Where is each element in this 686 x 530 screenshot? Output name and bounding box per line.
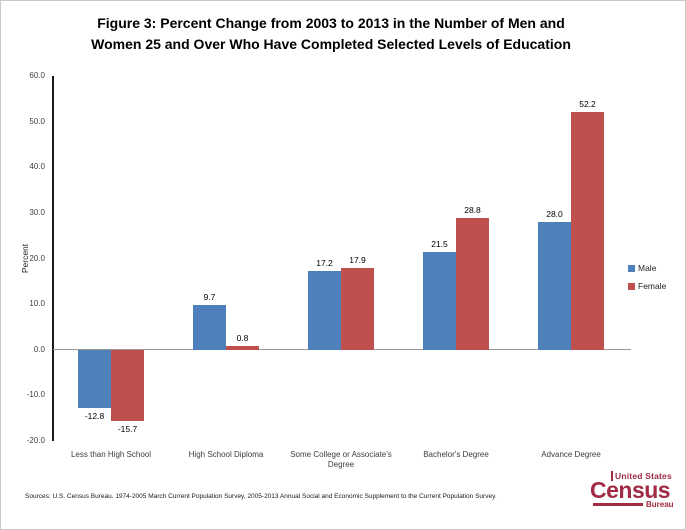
logo-top-row: United States	[611, 471, 680, 481]
female-bar	[341, 268, 374, 350]
male-bar	[308, 271, 341, 350]
logo-horizontal-bar-icon	[593, 503, 643, 506]
female-bar	[226, 346, 259, 350]
y-axis-tick-label: 0.0	[33, 344, 45, 354]
x-axis-category-label: High School Diploma	[188, 450, 264, 459]
legend-item-male: Male	[628, 264, 666, 273]
bar-value-label: 0.8	[236, 333, 249, 344]
legend-swatch-icon	[628, 265, 635, 272]
y-axis-tick-label: -20.0	[26, 436, 45, 445]
y-axis-tick-label: 20.0	[29, 253, 45, 263]
male-bar	[78, 349, 111, 409]
male-bar	[538, 222, 571, 350]
y-axis-tick-label: 30.0	[29, 207, 45, 217]
female-bar	[456, 218, 489, 350]
y-axis-tick-label: 60.0	[29, 71, 45, 80]
logo-bottom-row: Bureau	[593, 500, 680, 509]
chart-legend: Male Female	[628, 264, 666, 300]
male-bar	[193, 305, 226, 350]
logo-bureau-text: Bureau	[646, 500, 674, 509]
bar-value-label: -12.8	[84, 411, 105, 422]
legend-label: Male	[638, 263, 657, 273]
y-axis-tick-label: 50.0	[29, 116, 45, 126]
y-axis-title: Percent	[20, 243, 30, 274]
female-bar	[571, 111, 604, 350]
logo-census-text: Census	[590, 477, 671, 503]
zero-gridline	[53, 349, 631, 351]
legend-swatch-icon	[628, 283, 635, 290]
logo-vertical-bar-icon	[611, 471, 613, 481]
bar-value-label: 52.2	[579, 98, 596, 109]
sources-note: Sources: U.S. Census Bureau. 1974-2005 M…	[25, 493, 497, 500]
chart-title-line2: Women 25 and Over Who Have Completed Sel…	[91, 36, 571, 52]
census-bureau-logo: United States Census Bureau	[590, 471, 680, 509]
bar-value-label: 21.5	[431, 238, 448, 249]
logo-united-states-text: United States	[615, 471, 672, 481]
legend-label: Female	[638, 281, 667, 291]
chart-title: Figure 3: Percent Change from 2003 to 20…	[1, 13, 661, 55]
chart-title-line1: Figure 3: Percent Change from 2003 to 20…	[97, 15, 565, 31]
bar-value-label: 17.9	[349, 255, 366, 266]
y-axis-line	[52, 76, 54, 441]
bar-value-label: 28.8	[464, 205, 481, 216]
legend-item-female: Female	[628, 282, 666, 291]
x-axis-category-label: Less than High School	[70, 450, 152, 459]
bar-value-label: 17.2	[316, 258, 333, 269]
y-axis-tick-label: -10.0	[26, 390, 45, 400]
x-axis-category-label: Some College or Associate's Degree	[290, 450, 392, 469]
bar-value-label: -15.7	[117, 424, 138, 435]
y-axis-tick-label: 10.0	[29, 299, 45, 309]
female-bar	[111, 349, 144, 422]
x-axis-category-label: Advance Degree	[541, 450, 601, 459]
bar-value-label: 28.0	[546, 209, 563, 219]
male-bar	[423, 251, 456, 350]
x-axis-category-label: Bachelor's Degree	[423, 450, 489, 459]
bar-value-label: 9.7	[203, 292, 216, 303]
y-axis-tick-label: 40.0	[29, 162, 45, 172]
